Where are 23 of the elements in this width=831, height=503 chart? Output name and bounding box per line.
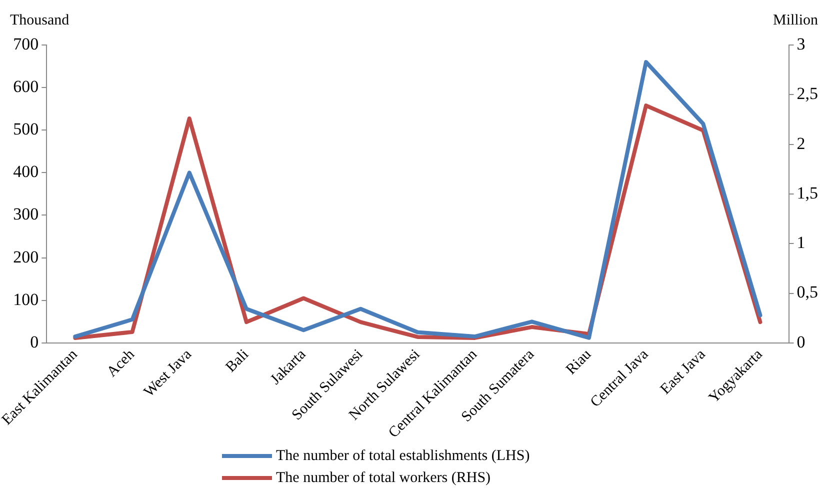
- y2-tick-label: 2: [796, 134, 806, 153]
- y2-tick-label: 0,5: [796, 282, 818, 302]
- x-tick-label: West Java: [141, 346, 196, 400]
- y2-tick-label: 0: [796, 332, 806, 352]
- y-tick-label: 0: [30, 332, 39, 352]
- y-tick-label: 600: [13, 77, 39, 96]
- y2-axis-title: Million: [772, 12, 818, 28]
- x-tick-label: Riau: [563, 346, 595, 378]
- y-tick-label: 700: [13, 34, 39, 54]
- y2-tick-label: 1: [796, 233, 806, 252]
- legend-label: The number of total workers (RHS): [276, 470, 491, 486]
- legend-label: The number of total establishments (LHS): [276, 448, 530, 464]
- y-tick-label: 300: [13, 204, 39, 224]
- x-tick-label: Bali: [223, 346, 252, 376]
- y-tick-label: 400: [13, 162, 39, 182]
- y-tick-label: 200: [13, 247, 39, 266]
- y-axis-title: Thousand: [10, 12, 70, 28]
- y-tick-label: 500: [13, 120, 39, 139]
- y-tick-label: 100: [13, 290, 39, 309]
- y2-tick-label: 1,5: [796, 183, 818, 202]
- x-tick-label: East Java: [658, 346, 709, 398]
- y2-tick-label: 3: [796, 34, 806, 54]
- y2-tick-label: 2,5: [796, 84, 818, 104]
